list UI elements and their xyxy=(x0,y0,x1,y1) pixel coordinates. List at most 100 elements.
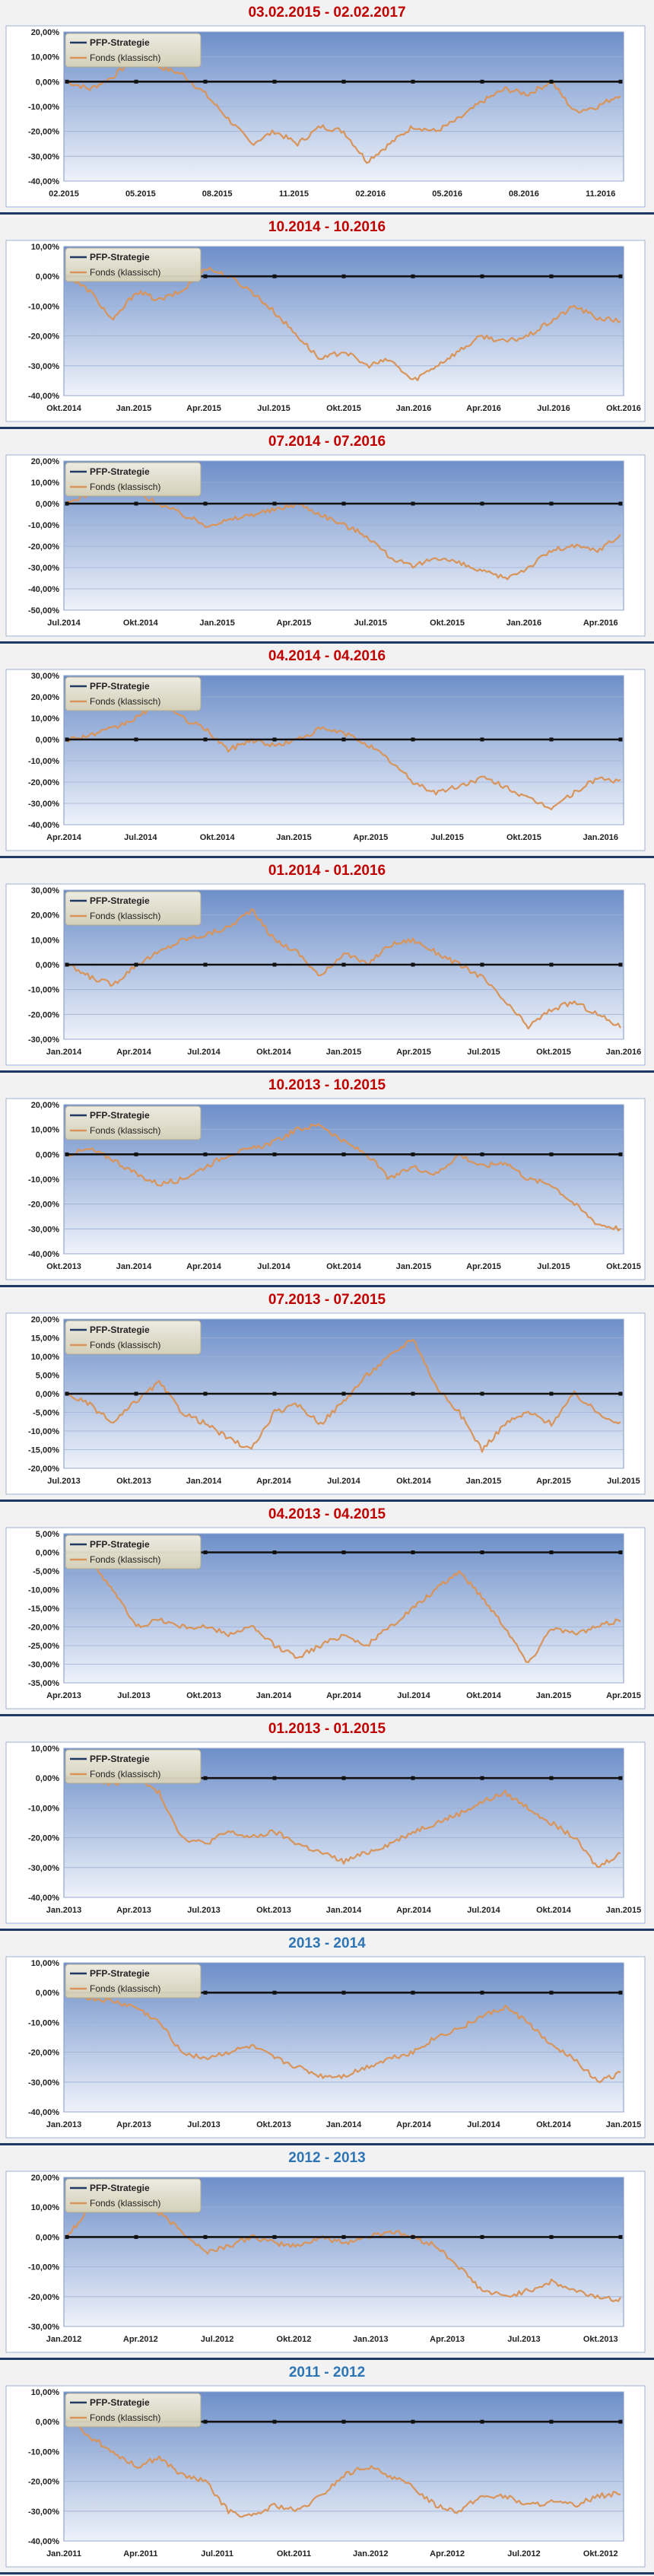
y-tick-label: -40,00% xyxy=(28,585,59,594)
chart-title: 10.2013 - 10.2015 xyxy=(268,1077,386,1093)
y-tick-label: -40,00% xyxy=(28,177,59,186)
fund-series-line xyxy=(66,1552,621,1664)
x-tick-label: Jul.2012 xyxy=(201,2335,233,2344)
y-tick-label: -10,00% xyxy=(28,1586,59,1595)
x-tick-label: Jan.2016 xyxy=(606,1048,641,1057)
x-tick-label: Jul.2013 xyxy=(47,1477,80,1486)
x-tick-label: Apr.2012 xyxy=(123,2335,158,2344)
x-tick-label: 05.2016 xyxy=(432,189,462,199)
y-tick-label: 10,00% xyxy=(31,2203,60,2212)
chart-panel: 04.2014 - 04.2016 30,00% 20,00% 10,00% 0,00%… xyxy=(0,644,654,858)
y-tick-label: -10,00% xyxy=(28,2447,59,2457)
x-tick-label: 02.2016 xyxy=(355,189,386,199)
strategy-marker xyxy=(618,1152,623,1156)
strategy-marker xyxy=(480,274,484,278)
fund-series-line xyxy=(66,1338,621,1453)
chart-title: 04.2014 - 04.2016 xyxy=(268,648,386,664)
strategy-marker xyxy=(480,501,484,506)
x-tick-label: Okt.2014 xyxy=(396,1477,432,1486)
strategy-marker xyxy=(618,79,623,84)
chart-panel: 01.2013 - 01.2015 10,00% 0,00% -10,00% -20,0… xyxy=(0,1716,654,1931)
strategy-marker xyxy=(549,501,554,506)
x-tick-label: Jul.2014 xyxy=(467,2120,500,2129)
strategy-marker xyxy=(134,737,138,742)
x-tick-label: Jul.2014 xyxy=(397,1691,430,1700)
x-tick-label: Jan.2016 xyxy=(583,833,618,842)
strategy-marker xyxy=(341,1776,346,1780)
strategy-marker xyxy=(618,737,623,742)
y-tick-label: -20,00% xyxy=(28,1624,59,1633)
y-tick-label: 10,00% xyxy=(31,53,60,62)
y-tick-label: 0,00% xyxy=(36,500,59,509)
x-tick-label: Jul.2014 xyxy=(257,1262,290,1271)
x-tick-label: Jan.2013 xyxy=(46,1906,81,1915)
x-tick-label: Jan.2016 xyxy=(396,404,431,413)
x-tick-label: Okt.2015 xyxy=(536,1048,571,1057)
y-tick-label: -30,00% xyxy=(28,2508,59,2517)
legend-label-fund: Fonds (klassisch) xyxy=(90,2412,160,2423)
chart-panel: 04.2013 - 04.2015 5,00% 0,00% -5,00% -10,00%… xyxy=(0,1502,654,1716)
strategy-marker xyxy=(134,962,138,967)
strategy-marker xyxy=(203,1550,208,1554)
x-tick-label: Jan.2012 xyxy=(46,2335,81,2344)
x-tick-label: Apr.2014 xyxy=(326,1691,362,1700)
strategy-marker xyxy=(203,79,208,84)
y-tick-label: 0,00% xyxy=(36,1150,59,1159)
y-tick-label: -40,00% xyxy=(28,1250,59,1259)
y-tick-label: -10,00% xyxy=(28,2018,59,2027)
strategy-marker xyxy=(272,2234,277,2239)
y-tick-label: 20,00% xyxy=(31,693,60,702)
strategy-marker xyxy=(134,501,138,506)
y-tick-label: 5,00% xyxy=(36,1372,59,1381)
chart-svg: 10,00% 0,00% -10,00% -20,00% -30,00% -40,00% J… xyxy=(5,1741,646,1924)
x-tick-label: Jul.2014 xyxy=(124,833,157,842)
y-tick-label: -10,00% xyxy=(28,302,59,311)
strategy-marker xyxy=(618,274,623,278)
strategy-marker xyxy=(341,962,346,967)
chart-panel: 01.2014 - 01.2016 30,00% 20,00% 10,00% 0,00%… xyxy=(0,858,654,1073)
x-tick-label: Apr.2016 xyxy=(466,404,501,413)
y-tick-label: -20,00% xyxy=(28,1465,59,1474)
x-tick-label: Okt.2014 xyxy=(123,619,159,628)
x-tick-label: Okt.2013 xyxy=(46,1262,81,1271)
strategy-marker xyxy=(411,1550,415,1554)
x-tick-label: Jul.2015 xyxy=(430,833,463,842)
x-tick-label: Jul.2015 xyxy=(537,1262,570,1271)
x-tick-label: Jul.2015 xyxy=(257,404,290,413)
x-tick-label: Jan.2016 xyxy=(506,619,541,628)
y-tick-label: 10,00% xyxy=(31,1744,60,1754)
x-tick-label: Apr.2014 xyxy=(116,1048,152,1057)
chart-panel: 10.2013 - 10.2015 20,00% 10,00% 0,00% -10,00… xyxy=(0,1073,654,1287)
strategy-marker xyxy=(272,1550,277,1554)
x-tick-label: Jul.2013 xyxy=(187,1906,220,1915)
chart-svg: 20,00% 10,00% 0,00% -10,00% -20,00% -30,00% Ja… xyxy=(5,2171,646,2353)
strategy-marker xyxy=(480,2419,484,2424)
strategy-marker xyxy=(341,501,346,506)
fund-series-line xyxy=(66,266,621,381)
x-tick-label: Okt.2016 xyxy=(606,404,641,413)
strategy-marker xyxy=(411,1990,415,1995)
strategy-marker xyxy=(480,1776,484,1780)
legend: PFP-Strategie Fonds (klassisch) xyxy=(65,2393,202,2428)
fund-series-line xyxy=(66,1123,621,1232)
x-tick-label: Okt.2013 xyxy=(186,1691,221,1700)
y-tick-label: -30,00% xyxy=(28,2078,59,2088)
y-tick-label: -40,00% xyxy=(28,821,59,830)
y-tick-label: -10,00% xyxy=(28,1175,59,1185)
chart-title: 07.2014 - 07.2016 xyxy=(268,434,386,450)
chart-title: 07.2013 - 07.2015 xyxy=(268,1292,386,1308)
strategy-marker xyxy=(65,79,69,84)
strategy-marker xyxy=(203,2234,208,2239)
y-tick-label: -30,00% xyxy=(28,800,59,809)
y-tick-label: -15,00% xyxy=(28,1604,59,1614)
y-tick-label: 10,00% xyxy=(31,2388,60,2397)
y-tick-label: -30,00% xyxy=(28,564,59,573)
chart-panel: 2013 - 2014 10,00% 0,00% -10,00% -20,00% -30,… xyxy=(0,1931,654,2145)
x-tick-label: Okt.2011 xyxy=(277,2549,311,2559)
x-tick-label: Okt.2013 xyxy=(116,1477,151,1486)
strategy-marker xyxy=(618,1550,623,1554)
y-tick-label: 10,00% xyxy=(31,936,60,945)
strategy-marker xyxy=(549,737,554,742)
x-tick-label: Jan.2012 xyxy=(353,2549,388,2559)
x-tick-label: Apr.2013 xyxy=(430,2335,465,2344)
